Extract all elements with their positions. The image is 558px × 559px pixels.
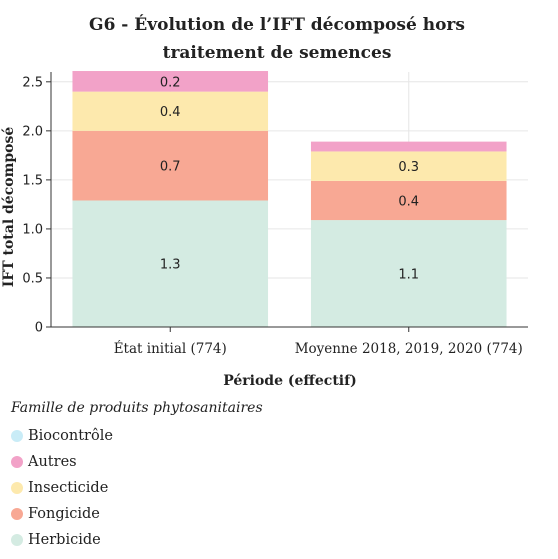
bar-value-label: 1.3 [160,258,181,273]
legend: Famille de produits phytosanitaires Bioc… [11,400,551,553]
bar-value-label: 0.3 [398,160,419,175]
bar-segment-fongicide [310,180,507,221]
x-axis-title: Période (effectif) [223,373,357,389]
bar-segment-autres [310,141,507,152]
bar-segment-fongicide [72,130,269,201]
legend-items: Biocontrôle Autres Insecticide Fongicide Her… [11,423,551,553]
y-tick-label: 1.0 [22,222,43,237]
legend-item-biocontrole[interactable]: Biocontrôle [11,423,551,449]
x-tick-label: Moyenne 2018, 2019, 2020 (774) [295,341,523,357]
legend-title: Famille de produits phytosanitaires [11,400,263,416]
bar-value-label: 0.2 [160,75,181,90]
y-tick-label: 2.5 [22,75,43,90]
legend-swatch [11,430,23,442]
legend-item-herbicide[interactable]: Herbicide [11,527,551,553]
bar-value-label: 0.7 [160,160,181,175]
bar-value-label: 0.4 [398,194,419,209]
legend-label: Fongicide [28,506,100,522]
chart-title-line-1: G6 - Évolution de l’IFT décomposé hors [89,14,465,35]
bar-segment-insecticide [72,91,269,131]
chart-title-line-2: traitement de semences [163,43,392,63]
legend-swatch [11,508,23,520]
legend-swatch [11,482,23,494]
y-tick-label: 0 [35,321,43,336]
y-axis-title: IFT total décomposé [1,127,17,288]
legend-label: Insecticide [28,480,109,496]
y-tick-label: 0.5 [22,271,43,286]
legend-item-fongicide[interactable]: Fongicide [11,501,551,527]
chart: G6 - Évolution de l’IFT décomposé hors t… [1,14,528,389]
y-tick-label: 2.0 [22,124,43,139]
bar-segment-herbicide [310,220,507,327]
bar-segment-insecticide [310,151,507,181]
legend-label: Autres [28,454,77,470]
x-tick-label: État initial (774) [114,341,227,357]
legend-item-insecticide[interactable]: Insecticide [11,475,551,501]
bar-segment-herbicide [72,200,269,327]
bar-segment-autres [72,71,269,92]
y-tick-label: 1.5 [22,173,43,188]
legend-item-autres[interactable]: Autres [11,449,551,475]
bar-value-label: 0.4 [160,105,181,120]
bar-value-label: 1.1 [398,268,419,283]
legend-swatch [11,534,23,546]
legend-label: Biocontrôle [28,428,113,444]
legend-label: Herbicide [28,532,101,548]
legend-swatch [11,456,23,468]
plot-area: 1.3 0.7 0.4 0.2 1.1 0.4 0.3 0 0.5 1.0 1.5 2.0 2.5 Éta… [22,71,528,357]
